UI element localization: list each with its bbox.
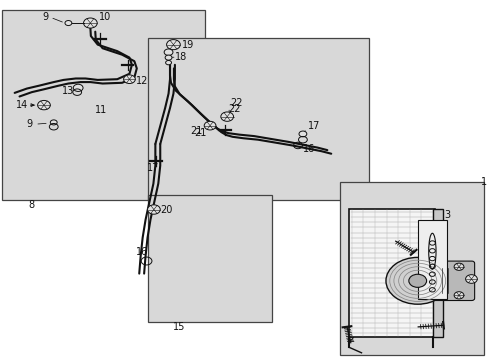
Text: 16: 16: [302, 144, 314, 154]
Text: 18: 18: [175, 52, 187, 62]
Text: 1: 1: [480, 177, 487, 187]
Text: 9: 9: [27, 119, 33, 129]
Bar: [348, 209, 434, 337]
Circle shape: [147, 205, 160, 214]
Circle shape: [65, 21, 72, 26]
Circle shape: [164, 49, 173, 55]
Text: 22: 22: [230, 98, 242, 108]
Circle shape: [166, 40, 180, 50]
Text: 9: 9: [42, 12, 48, 22]
Text: 7: 7: [466, 261, 472, 271]
Bar: [339, 182, 483, 355]
Circle shape: [73, 84, 83, 91]
Text: 8: 8: [28, 200, 34, 210]
Circle shape: [83, 18, 97, 28]
Circle shape: [453, 292, 463, 299]
Circle shape: [50, 120, 57, 125]
Text: 21: 21: [190, 126, 203, 136]
Text: 15: 15: [173, 321, 185, 332]
Text: 3: 3: [444, 210, 450, 220]
Text: 2: 2: [347, 334, 353, 344]
Text: 11: 11: [95, 105, 107, 115]
Circle shape: [38, 100, 50, 110]
Circle shape: [204, 121, 216, 130]
Circle shape: [165, 55, 172, 60]
Text: 22: 22: [228, 104, 240, 114]
Circle shape: [385, 257, 448, 304]
Circle shape: [123, 75, 135, 84]
Text: 17: 17: [146, 163, 159, 173]
Text: 12: 12: [136, 76, 148, 86]
Text: 10: 10: [99, 12, 111, 22]
Text: 5: 5: [411, 328, 417, 338]
Text: 6: 6: [398, 230, 405, 240]
Bar: [148, 38, 368, 200]
Text: 20: 20: [160, 204, 172, 215]
Text: 17: 17: [307, 121, 320, 131]
Text: 21: 21: [194, 128, 206, 138]
Circle shape: [453, 263, 463, 270]
Circle shape: [298, 131, 306, 137]
Text: 19: 19: [182, 40, 194, 50]
Text: 4: 4: [387, 296, 393, 306]
Circle shape: [165, 60, 171, 65]
Bar: [2, 10, 204, 200]
Text: 14: 14: [16, 100, 28, 110]
Bar: [432, 209, 442, 337]
Text: 16: 16: [136, 247, 148, 257]
Bar: [417, 220, 446, 299]
Bar: [148, 195, 271, 322]
Circle shape: [408, 274, 426, 287]
Text: 13: 13: [61, 86, 74, 96]
Circle shape: [221, 112, 233, 121]
FancyBboxPatch shape: [431, 261, 474, 301]
Circle shape: [465, 275, 476, 283]
